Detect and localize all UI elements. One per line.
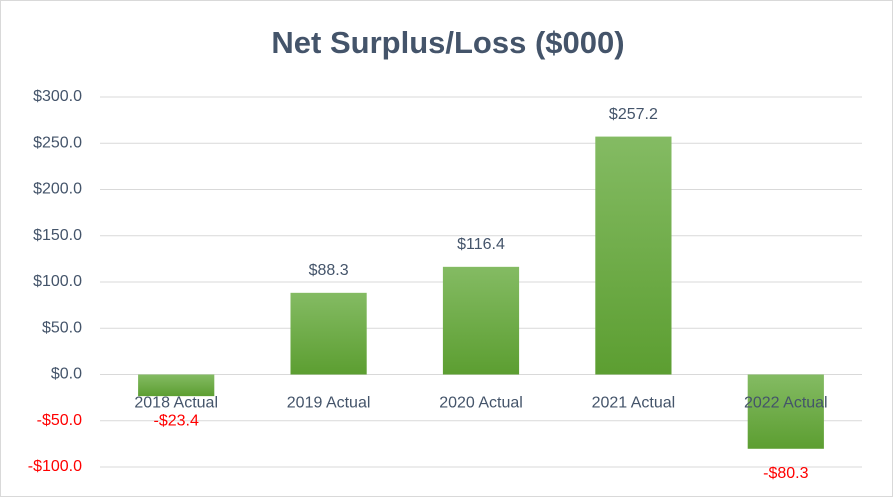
data-label: $116.4 (457, 236, 505, 253)
data-label: -$80.3 (763, 465, 808, 482)
x-tick-label: 2018 Actual (134, 395, 218, 412)
y-tick-label: $100.0 (33, 273, 82, 290)
chart-title: Net Surplus/Loss ($000) (271, 25, 624, 60)
x-tick-label: 2019 Actual (287, 395, 371, 412)
y-tick-label: $150.0 (33, 227, 82, 244)
y-tick-label: $250.0 (33, 134, 82, 151)
bar (138, 374, 215, 397)
bar (747, 374, 824, 449)
x-tick-label: 2021 Actual (592, 395, 676, 412)
y-tick-label: $200.0 (33, 181, 82, 198)
y-tick-label: -$50.0 (37, 412, 82, 429)
y-tick-label: $0.0 (51, 366, 82, 383)
y-tick-label: -$100.0 (28, 458, 82, 475)
data-label: -$23.4 (154, 412, 199, 429)
x-tick-label: 2020 Actual (439, 395, 523, 412)
bar (595, 136, 672, 375)
data-label: $257.2 (609, 106, 658, 123)
data-label: $88.3 (309, 262, 349, 279)
bar (442, 266, 520, 375)
bar (290, 292, 367, 375)
x-tick-label: 2022 Actual (744, 395, 828, 412)
y-tick-label: $50.0 (42, 319, 82, 336)
y-tick-label: $300.0 (33, 88, 82, 105)
